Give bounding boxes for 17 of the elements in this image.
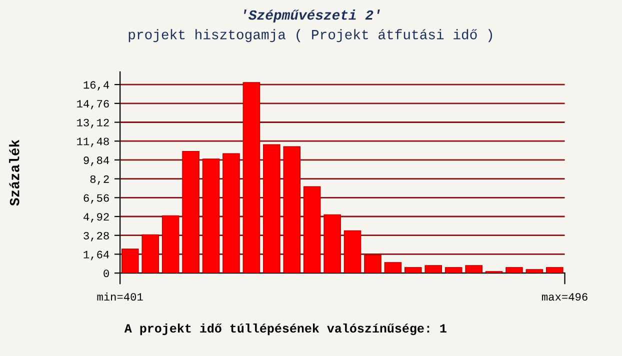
y-tick-label: 11,48 [77, 138, 109, 148]
y-tick-label: 9,84 [84, 156, 110, 166]
y-tick-label: 6,56 [84, 194, 109, 204]
chart-title: 'Szépművészeti 2' [244, 10, 380, 22]
x-tick-label: min=401 [97, 292, 143, 301]
y-tick-label: 3,28 [84, 232, 109, 242]
y-axis-title: Százalék [9, 140, 20, 206]
y-tick-label: 16,4 [84, 81, 110, 91]
y-tick-label: 14,76 [77, 100, 109, 110]
y-tick-label: 1,64 [84, 250, 110, 260]
y-tick-label: 4,92 [84, 213, 109, 222]
chart-subtitle: projekt hisztogamja ( Projekt átfutási idő ) [128, 29, 492, 42]
text: A projekt idő túllépésének valószínűsége: 1 [124, 323, 446, 336]
x-tick-label: max=496 [542, 293, 588, 301]
y-tick-label: 13,12 [77, 118, 109, 128]
y-tick-label: 8,2 [90, 175, 109, 185]
y-tick-label: 0 [104, 270, 109, 278]
